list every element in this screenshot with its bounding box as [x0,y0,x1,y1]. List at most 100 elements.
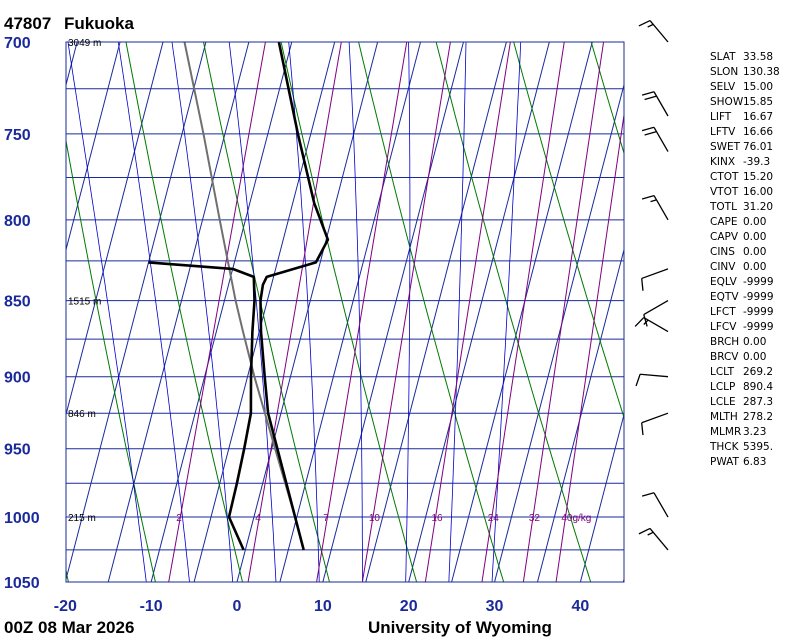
stability-indices: SLAT 33.58 SLON 130.38 SELV 15.00 SHOW 15.85 LIF… [710,50,800,470]
mixing-ratio-label: 7 [323,513,329,524]
index-row-lift: LIFT 16.67 [710,110,800,125]
index-value: 278.2 [743,411,774,423]
dewpoint-line [148,261,256,551]
wind-barbs [634,19,669,551]
isotherm [408,42,550,582]
index-value: 0.00 [743,336,767,348]
index-key: LCLT [710,366,734,378]
pressure-tick-label: 700 [4,35,31,52]
index-value: 15.85 [743,96,774,108]
isotherm [0,42,34,582]
index-row-cape: CAPE 0.00 [710,215,800,230]
wind-barb [634,316,669,333]
index-row-swet: SWET 76.01 [710,140,800,155]
index-value: 33.58 [743,51,774,63]
index-value: 16.67 [743,111,774,123]
height-label: 846 m [68,409,96,420]
index-key: TOTL [710,201,737,213]
index-key: SLAT [710,51,736,63]
index-key: EQTV [710,291,739,303]
wind-barb [643,300,669,327]
index-key: SHOW [710,96,744,108]
index-value: 3.23 [743,426,767,438]
index-row-mlth: MLTH 278.2 [710,410,800,425]
pressure-tick-label: 1000 [4,510,40,527]
index-value: 15.00 [743,81,774,93]
index-key: BRCH [710,336,740,348]
temperature-tick-label: 40 [572,598,590,615]
index-key: THCK [710,441,739,453]
mixing-ratio-line [247,42,342,582]
index-key: LFCV [710,321,737,333]
moist-adiabat [348,42,363,582]
index-row-selv: SELV 15.00 [710,80,800,95]
pressure-tick-label: 900 [4,370,31,387]
index-key: MLMR [710,426,742,438]
index-value: -9999 [743,321,774,333]
axis-labels: 2 4 7 10 16 24 32 40g/kg70075080085090095010001… [4,35,591,615]
index-row-lclp: LCLP 890.4 [710,380,800,395]
temperature-tick-label: 10 [314,598,332,615]
index-row-slon: SLON 130.38 [710,65,800,80]
observation-time: 00Z 08 Mar 2026 [4,618,134,637]
index-row-lftv: LFTV 16.66 [710,125,800,140]
temperature-tick-label: 20 [400,598,418,615]
wind-barb [641,126,669,152]
temperature-tick-label: 0 [233,598,242,615]
index-value: 0.00 [743,216,767,228]
moist-adiabat [491,42,522,582]
index-value: -9999 [743,276,774,288]
moist-adiabat [67,42,147,582]
index-row-kinx: KINX -39.3 [710,155,800,170]
pressure-tick-label: 800 [4,213,31,230]
mixing-ratio-line [555,111,624,582]
index-key: CINV [710,261,736,273]
index-key: SWET [710,141,741,153]
index-row-cins: CINS 0.00 [710,245,800,260]
pressure-tick-label: 850 [4,294,31,311]
index-row-vtot: VTOT 16.00 [710,185,800,200]
isotherm [279,42,422,582]
index-row-lclt: LCLT 269.2 [710,365,800,380]
index-key: LCLE [710,396,736,408]
index-row-eqlv: EQLV -9999 [710,275,800,290]
moist-adiabat [288,42,320,582]
index-key: KINX [710,156,736,168]
isotherm [66,42,207,582]
index-value: -39.3 [743,156,771,168]
parcel-path-line [183,42,305,551]
isotherm [451,42,593,582]
index-key: MLTH [710,411,738,423]
moist-adiabat [117,42,190,582]
index-value: 16.00 [743,186,774,198]
index-row-lcle: LCLE 287.3 [710,395,800,410]
isotherm [107,42,250,582]
mixing-ratio-label: 2 [176,513,182,524]
index-value: 15.20 [743,171,774,183]
dry-adiabat [590,42,624,155]
isotherm [236,42,379,582]
temperature-tick-label: -10 [140,598,163,615]
mixing-ratio-line [168,42,266,582]
index-row-lfct: LFCT -9999 [710,305,800,320]
wind-barb [641,91,669,117]
index-value: 31.20 [743,201,774,213]
index-value: 6.83 [743,456,767,468]
index-value: -9999 [743,306,774,318]
index-key: BRCV [710,351,739,363]
isotherm [193,42,336,582]
index-key: CTOT [710,171,739,183]
index-row-cinv: CINV 0.00 [710,260,800,275]
mixing-ratio-label: 24 [488,513,500,524]
mixing-ratio-label: 10 [369,513,381,524]
temperature-tick-label: -20 [54,598,77,615]
index-row-slat: SLAT 33.58 [710,50,800,65]
moist-adiabat [171,42,234,582]
dry-adiabat [66,138,156,582]
height-label: 1515 m [68,297,101,308]
index-key: CINS [710,246,735,258]
temperature-line [259,42,330,551]
height-label: 3049 m [68,38,101,49]
index-row-show: SHOW 15.85 [710,95,800,110]
